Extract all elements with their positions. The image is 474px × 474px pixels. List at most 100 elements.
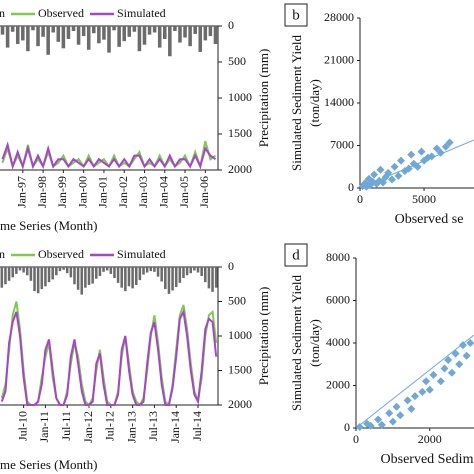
precip-bar [160,267,163,282]
scatter-point [376,165,385,174]
scatter-point [411,392,419,401]
x-tick-label: 0 [357,192,363,206]
x-tick-label: Jan-01 [96,176,110,208]
precip-bar [116,267,120,283]
x-tick-label: Jan-13 [124,411,138,443]
scatter-point [388,175,397,184]
precip-bar [178,26,182,43]
precip-bar [117,26,121,47]
panel-tag-box [284,3,308,27]
x-tick-label: Jul-12 [103,411,117,441]
precip-bar [120,267,123,288]
precip-bar [200,267,203,276]
legend-label: n [0,6,5,20]
precip-bar [15,267,18,274]
precip-bar [51,26,56,33]
y-axis-label: Precipitation (mm) [256,49,271,148]
precip-bar [189,267,193,274]
precip-bar [47,267,51,283]
precip-bar [76,267,80,290]
scatter-point [407,404,416,413]
y-tick-label: 28000 [324,10,354,24]
precip-bar [44,267,47,287]
precip-bar [81,26,86,37]
scatter-point [388,417,397,426]
x-axis-label: Observed Sedim [381,452,474,467]
precip-bar [149,267,153,272]
precip-bar [86,26,91,50]
x-tick-label: Jul-10 [15,411,29,441]
scatter-point [413,162,422,171]
precip-bar [134,267,138,285]
precip-bar [131,267,134,289]
precip-bar [178,267,182,283]
precip-bar [182,267,185,279]
y-tick-label: 1000 [228,328,252,342]
precip-bar [157,26,162,48]
precip-bar [4,267,7,285]
precip-bar [55,267,58,276]
precip-bar [95,267,98,279]
precip-bar [36,267,40,294]
precip-bar [208,26,213,37]
x-tick-label: Jan-97 [15,176,29,208]
scatter-point [394,171,403,180]
y-tick-label: 500 [228,54,246,68]
precip-bar [18,267,22,271]
scatter-point [436,377,445,386]
x-tick-label: 0 [353,432,359,446]
precip-bar [127,26,132,37]
scatter-point [422,377,431,386]
scatter-point [445,138,454,147]
precip-bar [65,267,69,274]
legend-label: Observed [38,6,84,20]
precip-bar [132,26,137,32]
precip-bar [105,267,109,271]
panel-tag: b [292,7,300,23]
x-tick-label: Jan-02 [116,176,130,208]
x-tick-label: Jan-14 [168,411,182,443]
legend-label: Simulated [117,6,166,20]
legend-label: Simulated [117,247,166,261]
precip-bar [0,26,5,35]
precip-bar [76,26,81,45]
precip-bar [66,26,71,39]
y-tick-label: 4000 [326,335,350,349]
scatter-point [447,368,456,377]
precip-bar [211,267,214,292]
y-axis-label: Precipitation (mm) [256,287,271,386]
scatter-point [396,411,405,420]
precip-bar [109,267,113,274]
precip-bar [204,267,207,283]
precip-bar [22,267,25,273]
x-tick-label: Jan-98 [35,176,49,208]
precip-bar [145,267,149,273]
precip-bar [5,26,10,48]
x-tick-label: Jan-06 [197,176,211,208]
x-tick-label: Jul-14 [190,411,204,441]
precip-bar [167,267,171,294]
precip-bar [97,26,101,44]
precip-bar [193,26,197,34]
precip-bar [153,267,156,272]
precip-bar [127,267,131,287]
series-line [0,308,218,406]
scatter-point [396,156,405,165]
precip-bar [207,267,211,289]
precip-bar [31,26,35,31]
precip-bar [196,267,200,273]
precip-bar [84,267,87,288]
y-axis-label: (ton/day) [307,319,322,367]
x-axis-label: me Series (Month) [0,457,97,472]
precip-bar [36,26,40,47]
x-tick-label: Jan-03 [136,176,150,208]
precip-bar [69,267,73,278]
y-tick-label: 1500 [228,362,252,376]
y-tick-label: 0 [348,180,354,194]
y-axis-label: Simulated Sediment Yield [289,35,304,172]
scatter-point [379,178,388,187]
scatter-point [425,385,434,394]
precip-bar [173,26,177,32]
precip-bar [185,267,189,276]
scatter-point [370,170,379,179]
